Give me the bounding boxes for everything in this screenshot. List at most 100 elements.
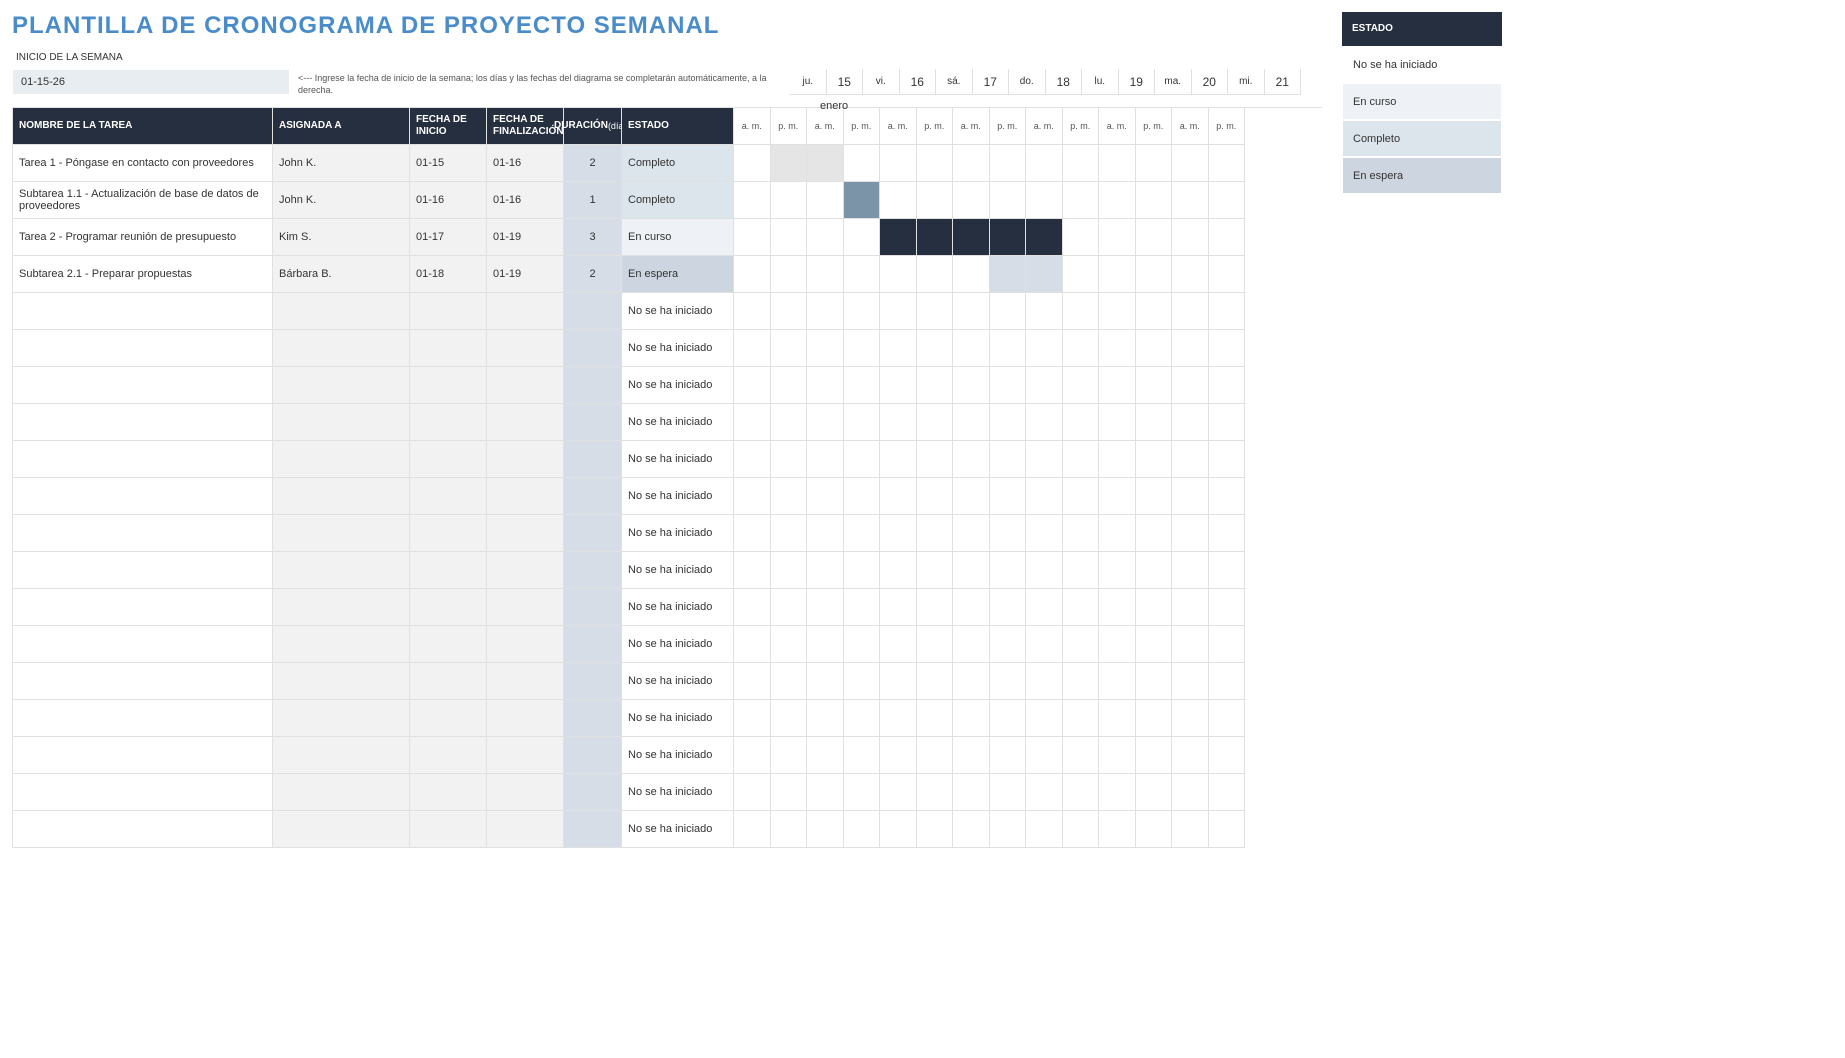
duration-cell[interactable]: [564, 441, 622, 478]
gantt-cell[interactable]: [1063, 589, 1100, 626]
gantt-cell[interactable]: [1136, 811, 1173, 848]
start-date-cell[interactable]: [410, 811, 487, 848]
assigned-cell[interactable]: [273, 515, 410, 552]
assigned-cell[interactable]: Bárbara B.: [273, 256, 410, 293]
gantt-cell[interactable]: [734, 626, 771, 663]
assigned-cell[interactable]: [273, 811, 410, 848]
gantt-cell[interactable]: [1063, 663, 1100, 700]
gantt-cell[interactable]: [807, 737, 844, 774]
duration-cell[interactable]: [564, 552, 622, 589]
gantt-cell[interactable]: [1172, 663, 1209, 700]
gantt-cell[interactable]: [953, 441, 990, 478]
gantt-cell[interactable]: [1026, 478, 1063, 515]
start-date-cell[interactable]: [410, 700, 487, 737]
gantt-cell[interactable]: [807, 515, 844, 552]
gantt-cell[interactable]: [990, 219, 1027, 256]
gantt-cell[interactable]: [771, 256, 808, 293]
gantt-cell[interactable]: [880, 774, 917, 811]
gantt-cell[interactable]: [990, 663, 1027, 700]
gantt-cell[interactable]: [1099, 219, 1136, 256]
gantt-cell[interactable]: [734, 404, 771, 441]
gantt-cell[interactable]: [917, 478, 954, 515]
gantt-cell[interactable]: [1209, 441, 1246, 478]
gantt-cell[interactable]: [1209, 700, 1246, 737]
gantt-cell[interactable]: [1026, 145, 1063, 182]
gantt-cell[interactable]: [880, 367, 917, 404]
end-date-cell[interactable]: [487, 367, 564, 404]
status-cell[interactable]: No se ha iniciado: [622, 626, 734, 663]
gantt-cell[interactable]: [880, 589, 917, 626]
gantt-cell[interactable]: [1063, 811, 1100, 848]
gantt-cell[interactable]: [990, 441, 1027, 478]
task-name-cell[interactable]: Tarea 2 - Programar reunión de presupues…: [13, 219, 273, 256]
assigned-cell[interactable]: John K.: [273, 145, 410, 182]
gantt-cell[interactable]: [990, 478, 1027, 515]
gantt-cell[interactable]: [844, 700, 881, 737]
gantt-cell[interactable]: [1026, 626, 1063, 663]
duration-cell[interactable]: [564, 811, 622, 848]
gantt-cell[interactable]: [1099, 663, 1136, 700]
gantt-cell[interactable]: [953, 552, 990, 589]
duration-cell[interactable]: [564, 515, 622, 552]
assigned-cell[interactable]: [273, 478, 410, 515]
assigned-cell[interactable]: [273, 441, 410, 478]
gantt-cell[interactable]: [771, 515, 808, 552]
gantt-cell[interactable]: [1026, 367, 1063, 404]
gantt-cell[interactable]: [990, 552, 1027, 589]
gantt-cell[interactable]: [1099, 774, 1136, 811]
gantt-cell[interactable]: [880, 293, 917, 330]
gantt-cell[interactable]: [1209, 737, 1246, 774]
gantt-cell[interactable]: [917, 145, 954, 182]
gantt-cell[interactable]: [1209, 256, 1246, 293]
start-date-cell[interactable]: 01-16: [410, 182, 487, 219]
gantt-cell[interactable]: [1172, 145, 1209, 182]
gantt-cell[interactable]: [1172, 774, 1209, 811]
gantt-cell[interactable]: [807, 663, 844, 700]
gantt-cell[interactable]: [771, 330, 808, 367]
gantt-cell[interactable]: [1063, 774, 1100, 811]
end-date-cell[interactable]: [487, 552, 564, 589]
gantt-cell[interactable]: [771, 774, 808, 811]
gantt-cell[interactable]: [1209, 811, 1246, 848]
assigned-cell[interactable]: John K.: [273, 182, 410, 219]
gantt-cell[interactable]: [953, 293, 990, 330]
gantt-cell[interactable]: [880, 182, 917, 219]
start-date-cell[interactable]: [410, 441, 487, 478]
gantt-cell[interactable]: [807, 478, 844, 515]
gantt-cell[interactable]: [1026, 441, 1063, 478]
gantt-cell[interactable]: [807, 367, 844, 404]
task-name-cell[interactable]: [13, 515, 273, 552]
gantt-cell[interactable]: [1209, 293, 1246, 330]
gantt-cell[interactable]: [1026, 219, 1063, 256]
assigned-cell[interactable]: [273, 293, 410, 330]
gantt-cell[interactable]: [1136, 182, 1173, 219]
start-date-cell[interactable]: [410, 367, 487, 404]
gantt-cell[interactable]: [1136, 256, 1173, 293]
gantt-cell[interactable]: [990, 404, 1027, 441]
status-cell[interactable]: En curso: [622, 219, 734, 256]
task-name-cell[interactable]: [13, 293, 273, 330]
task-name-cell[interactable]: [13, 663, 273, 700]
end-date-cell[interactable]: [487, 404, 564, 441]
gantt-cell[interactable]: [844, 737, 881, 774]
start-date-cell[interactable]: [410, 330, 487, 367]
gantt-cell[interactable]: [1209, 182, 1246, 219]
gantt-cell[interactable]: [734, 145, 771, 182]
task-name-cell[interactable]: Subtarea 1.1 - Actualización de base de …: [13, 182, 273, 219]
assigned-cell[interactable]: [273, 330, 410, 367]
gantt-cell[interactable]: [1209, 626, 1246, 663]
status-cell[interactable]: No se ha iniciado: [622, 700, 734, 737]
gantt-cell[interactable]: [1172, 626, 1209, 663]
gantt-cell[interactable]: [880, 219, 917, 256]
week-start-input[interactable]: 01-15-26: [12, 69, 290, 95]
task-name-cell[interactable]: [13, 811, 273, 848]
gantt-cell[interactable]: [1099, 626, 1136, 663]
gantt-cell[interactable]: [953, 367, 990, 404]
gantt-cell[interactable]: [771, 589, 808, 626]
gantt-cell[interactable]: [880, 330, 917, 367]
gantt-cell[interactable]: [807, 774, 844, 811]
gantt-cell[interactable]: [1172, 478, 1209, 515]
duration-cell[interactable]: [564, 737, 622, 774]
gantt-cell[interactable]: [990, 774, 1027, 811]
gantt-cell[interactable]: [1099, 145, 1136, 182]
